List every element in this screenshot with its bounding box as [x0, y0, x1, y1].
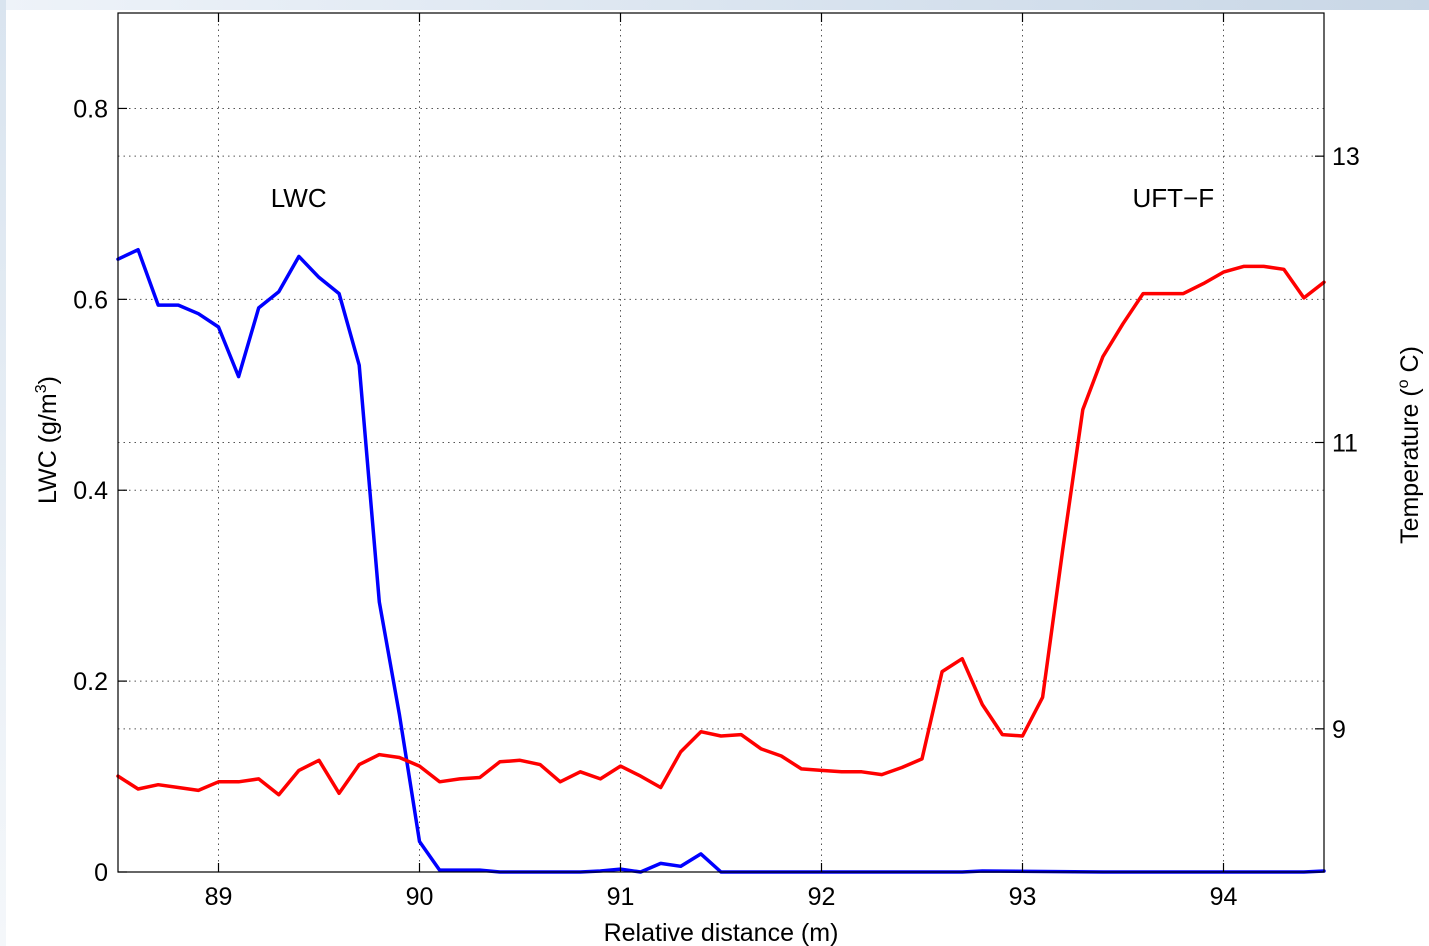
y-tick-label: 0: [94, 859, 108, 887]
y2-tick-label: 9: [1332, 716, 1346, 744]
y2-tick-label: 11: [1332, 430, 1358, 458]
y-tick-label: 0.8: [73, 95, 108, 123]
x-tick-label: 91: [607, 883, 635, 911]
y-axis-label-right: Temperature (o C): [1395, 346, 1424, 544]
y-axis-label-right-superscript: o: [1395, 379, 1412, 388]
y-axis-label-left-superscript: 3: [33, 384, 50, 393]
series-line-lwc: [116, 247, 1326, 874]
x-tick-label: 89: [205, 883, 233, 911]
x-tick-label: 93: [1009, 883, 1037, 911]
y-axis-label-left-tail: ): [34, 376, 62, 384]
series-line-temperature: [116, 264, 1326, 797]
grid: [118, 13, 1324, 873]
plot-frame: [117, 12, 1325, 873]
x-tick-label: 92: [808, 883, 836, 911]
series-layer: [116, 247, 1326, 874]
x-tick-label: 90: [406, 883, 434, 911]
y-axis-label-left: LWC (g/m3): [33, 376, 62, 504]
annotation-lwc: LWC: [271, 183, 327, 213]
ticks: 89 90 91 92 93 94 0 0.2 0.4 0.6 0.8 9 11 13: [73, 13, 1360, 911]
y-axis-label-left-text: LWC (g/m: [34, 393, 62, 504]
y-axis-label-right-tail: C): [1396, 346, 1424, 379]
x-axis-label: Relative distance (m): [604, 919, 839, 946]
y-axis-label-right-text: Temperature (: [1396, 388, 1424, 544]
slide-top-band: [0, 0, 1429, 10]
y-tick-label: 0.6: [73, 286, 108, 314]
annotation-uft-f: UFT−F: [1132, 183, 1214, 213]
y-tick-label: 0.4: [73, 477, 108, 505]
x-tick-label: 94: [1210, 883, 1238, 911]
slide-left-band: [0, 0, 6, 946]
y2-tick-label: 13: [1332, 143, 1360, 171]
y-tick-label: 0.2: [73, 668, 108, 696]
